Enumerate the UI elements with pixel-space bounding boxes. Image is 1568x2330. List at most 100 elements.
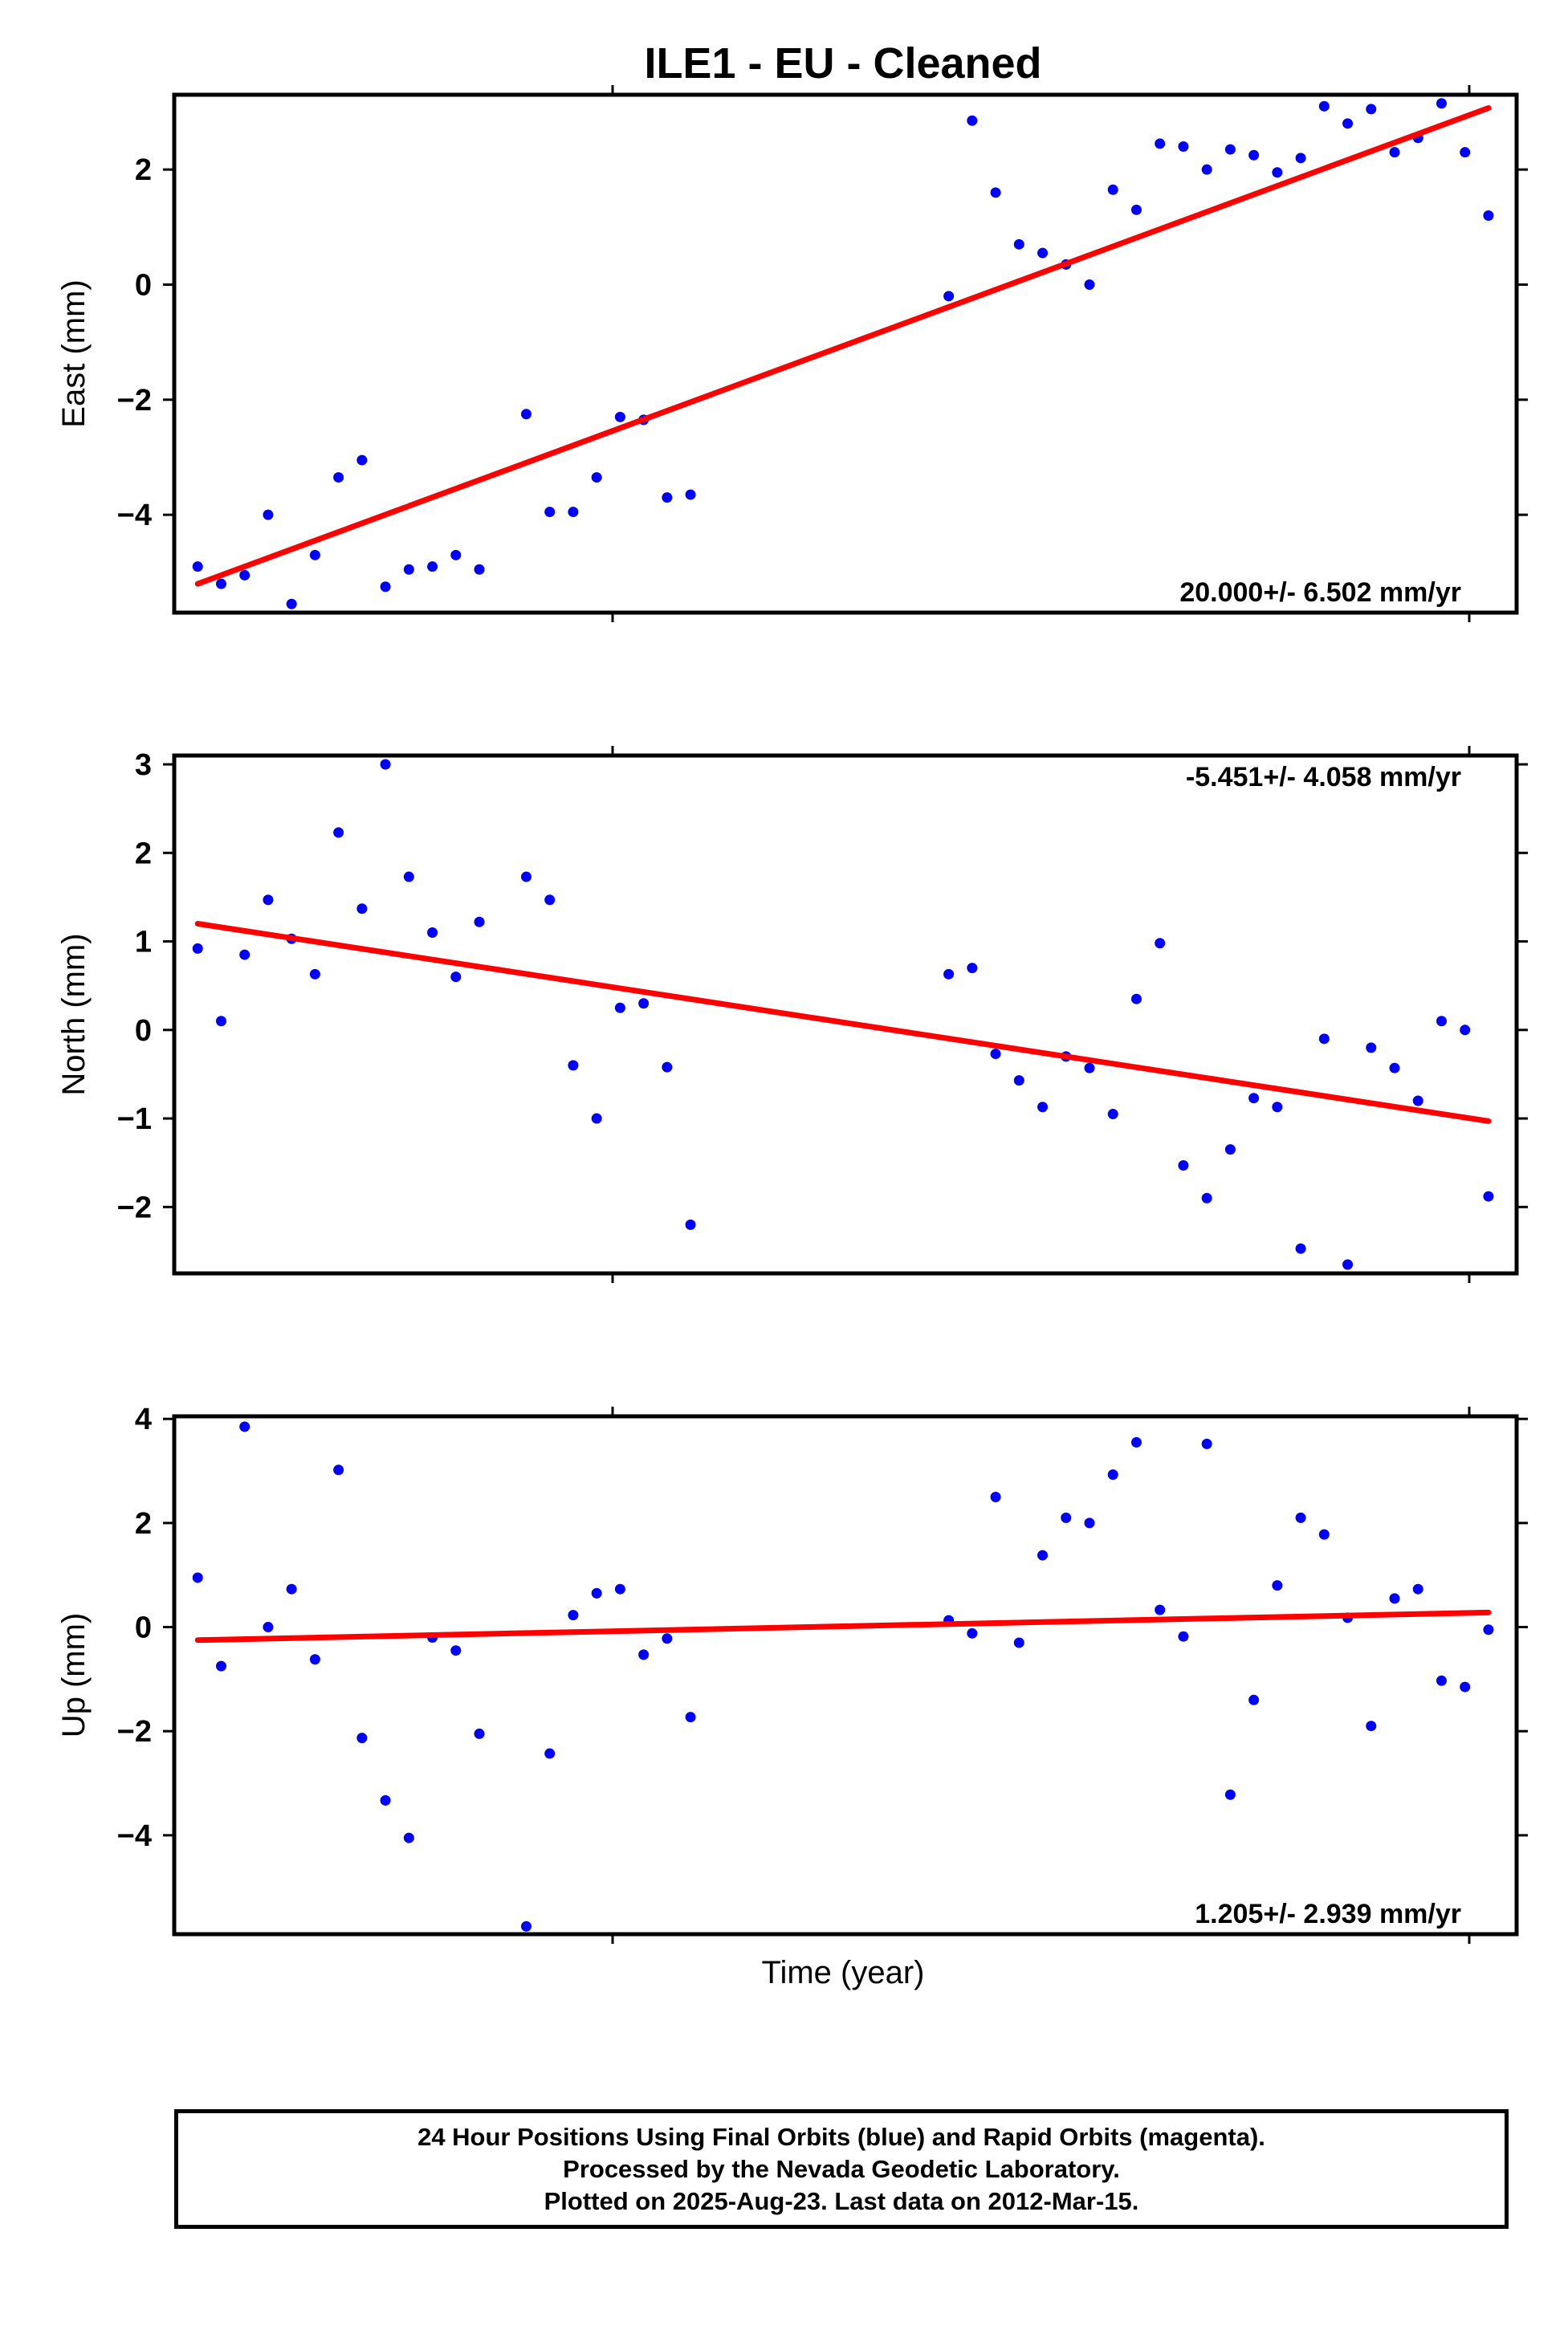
y-tick-label: 0	[135, 269, 152, 303]
data-point	[215, 578, 226, 589]
data-point	[1013, 1075, 1024, 1086]
data-point	[1460, 1681, 1471, 1693]
footer-line-1: 24 Hour Positions Using Final Orbits (bl…	[417, 2122, 1265, 2151]
data-point	[614, 1002, 625, 1013]
chart-title: ILE1 - EU - Cleaned	[644, 39, 1041, 88]
data-point	[450, 1645, 462, 1656]
data-point	[990, 1491, 1001, 1502]
data-point	[591, 472, 602, 483]
data-point	[614, 411, 625, 422]
data-point	[1318, 100, 1330, 112]
y-tick-label: −2	[117, 1191, 152, 1224]
data-point	[943, 291, 955, 302]
data-point	[192, 1572, 203, 1583]
data-point	[1037, 247, 1049, 259]
data-point	[967, 115, 978, 126]
data-point	[1130, 993, 1142, 1004]
data-point	[263, 1622, 274, 1633]
data-point	[1272, 1102, 1283, 1113]
data-point	[662, 1061, 673, 1073]
data-point	[1483, 210, 1494, 221]
data-point	[239, 949, 250, 960]
data-point	[1295, 1243, 1306, 1254]
data-point	[1178, 1631, 1189, 1642]
data-point	[356, 903, 368, 914]
y-tick-label: 3	[135, 748, 152, 782]
data-point	[403, 871, 414, 882]
data-point	[990, 1049, 1001, 1060]
data-point	[1342, 118, 1354, 129]
data-point	[1130, 1436, 1142, 1448]
data-point	[450, 549, 462, 560]
rate-annotation: -5.451+/- 4.058 mm/yr	[1186, 762, 1461, 792]
data-point	[286, 598, 297, 609]
trend-line	[194, 920, 1492, 1124]
data-point	[1389, 1593, 1400, 1604]
data-point	[1272, 167, 1283, 178]
data-point	[263, 894, 274, 906]
y-tick-label: 0	[135, 1014, 152, 1048]
panel-frame	[172, 753, 1519, 1276]
data-point	[333, 472, 344, 483]
data-point	[1318, 1033, 1330, 1045]
data-point	[1201, 164, 1212, 175]
y-tick-label: −4	[117, 499, 152, 532]
data-point	[1436, 98, 1447, 109]
y-tick-label: 1	[135, 926, 152, 959]
data-point	[309, 549, 320, 560]
trend-line	[194, 104, 1492, 587]
data-point	[1295, 153, 1306, 164]
data-point	[544, 507, 556, 518]
data-point	[1366, 104, 1377, 115]
data-point	[403, 1832, 414, 1843]
data-point	[1272, 1580, 1283, 1591]
data-point	[544, 1748, 556, 1759]
data-point	[333, 827, 344, 838]
data-point	[1037, 1102, 1049, 1113]
data-point	[520, 409, 531, 420]
data-point	[1483, 1191, 1494, 1202]
data-point	[568, 1060, 579, 1071]
data-point	[1248, 1093, 1260, 1104]
data-point	[544, 894, 556, 906]
data-point	[990, 187, 1001, 198]
data-point	[474, 1728, 485, 1739]
data-point	[215, 1016, 226, 1027]
data-point	[239, 569, 250, 580]
data-point	[192, 943, 203, 954]
data-point	[380, 581, 391, 593]
data-point	[1155, 138, 1166, 149]
data-point	[685, 1219, 696, 1230]
data-point	[967, 963, 978, 974]
y-tick-label: −2	[117, 1715, 152, 1749]
footer-line-3: Plotted on 2025-Aug-23. Last data on 201…	[544, 2186, 1139, 2215]
data-point	[286, 1583, 297, 1595]
panels-group: 2 0 −2 −4 East (mm) 20.000+/- 6.502 mm/yr 3 2 1 0…	[56, 85, 1528, 1944]
data-point	[333, 1464, 344, 1476]
data-point	[1084, 279, 1095, 290]
panel-frame	[172, 1414, 1519, 1937]
y-tick-label: 2	[135, 153, 152, 187]
data-point	[380, 759, 391, 770]
data-point	[591, 1113, 602, 1124]
data-point	[568, 507, 579, 518]
panel-0: 2 0 −2 −4 East (mm) 20.000+/- 6.502 mm/yr	[56, 85, 1528, 622]
y-tick-label: 2	[135, 837, 152, 870]
data-point	[1130, 204, 1142, 215]
data-point	[450, 972, 462, 983]
data-point	[1178, 141, 1189, 152]
data-point	[1295, 1512, 1306, 1523]
data-point	[1248, 149, 1260, 161]
data-point	[1436, 1675, 1447, 1686]
data-point	[967, 1627, 978, 1639]
panel-2: 4 2 0 −2 −4 Up (mm) 1.205+/- 2.939 mm/yr	[56, 1403, 1528, 1944]
y-axis-label: Up (mm)	[56, 1613, 92, 1738]
data-point	[1318, 1529, 1330, 1540]
data-point	[1061, 1512, 1072, 1523]
panel-frame	[172, 92, 1519, 615]
data-point	[1224, 144, 1236, 155]
data-point	[474, 564, 485, 575]
data-point	[943, 968, 955, 980]
data-point	[614, 1583, 625, 1595]
